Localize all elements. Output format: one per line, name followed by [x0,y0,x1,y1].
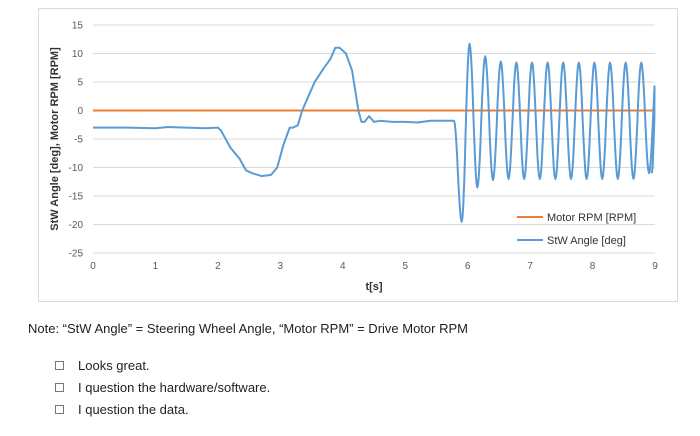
answer-options: Looks great. I question the hardware/sof… [55,355,270,421]
x-tick-label: 6 [465,261,471,272]
y-tick-label: 10 [72,49,84,60]
x-tick-label: 4 [340,261,346,272]
y-tick-label: 15 [72,21,84,32]
y-axis-title: StW Angle [deg], Motor RPM [RPM] [49,47,61,231]
option-label: I question the hardware/software. [78,379,271,395]
chart-area: 15 10 5 0 -5 -10 -15 -20 -25 0 1 2 3 4 5 6 7 8 9 t[s] StW An… [38,8,678,302]
line-chart: 15 10 5 0 -5 -10 -15 -20 -25 0 1 2 3 4 5 6 7 8 9 t[s] StW An… [49,21,658,294]
option-label: Looks great. [78,357,150,373]
y-tick-label: -20 [69,220,84,231]
x-tick-label: 9 [652,261,658,272]
x-tick-label: 7 [527,261,533,272]
y-tick-label: 5 [77,78,83,89]
legend-label: Motor RPM [RPM] [547,212,636,224]
x-tick-label: 3 [278,261,284,272]
x-tick-label: 8 [590,261,596,272]
x-tick-label: 1 [153,261,159,272]
checkbox[interactable] [55,404,64,414]
legend-label: StW Angle [deg] [547,235,626,247]
checkbox[interactable] [55,360,64,370]
x-axis-title: t[s] [365,281,382,293]
option-question-data[interactable]: I question the data. [55,399,270,419]
option-looks-great[interactable]: Looks great. [55,355,270,375]
y-tick-label: -10 [69,163,84,174]
y-tick-label: -25 [69,249,84,260]
chart-note: Note: “StW Angle” = Steering Wheel Angle… [28,321,468,336]
series-line-stw-angle [93,42,656,223]
y-tick-label: 0 [77,106,83,117]
y-tick-label: -5 [74,135,83,146]
option-label: I question the data. [78,401,189,417]
option-question-hardware[interactable]: I question the hardware/software. [55,377,270,397]
x-tick-label: 0 [90,261,96,272]
x-tick-label: 5 [402,261,408,272]
x-tick-label: 2 [215,261,221,272]
checkbox[interactable] [55,382,64,392]
y-tick-label: -15 [69,192,84,203]
